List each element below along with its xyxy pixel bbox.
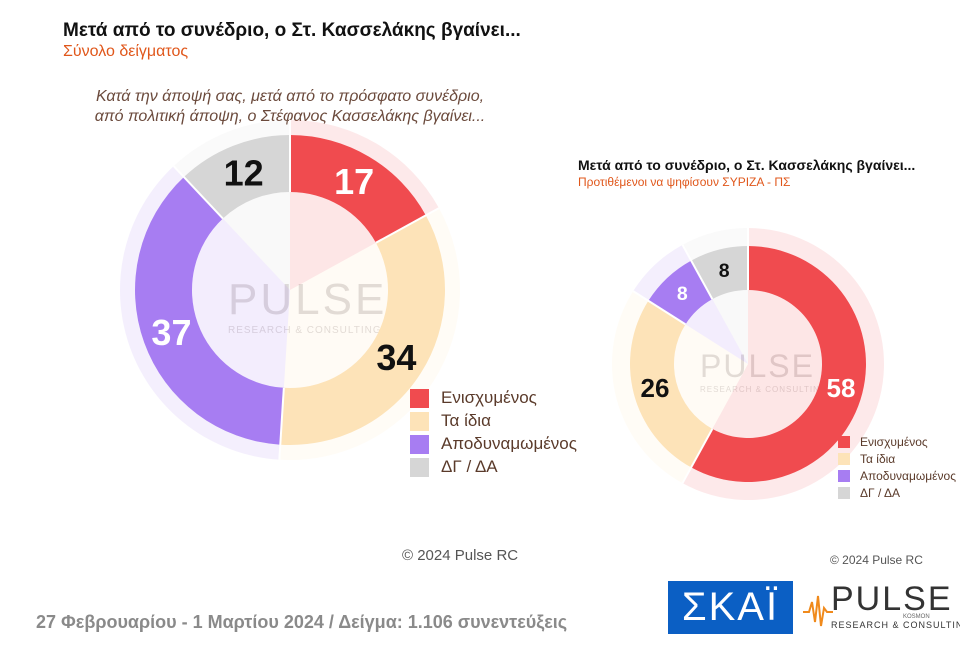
legend-swatch bbox=[410, 457, 429, 477]
pulse-logo: PULSE KOSMON RESEARCH & CONSULTING bbox=[803, 580, 960, 638]
chart2-separator-1 bbox=[681, 428, 714, 484]
chart2-separator-3 bbox=[681, 244, 714, 300]
pulse-logo-name: PULSE bbox=[831, 580, 953, 618]
chart1-slice-0 bbox=[290, 135, 426, 243]
legend-label: Αποδυναμωμένος bbox=[441, 434, 577, 453]
chart2-halo-2 bbox=[633, 244, 692, 301]
chart1-slice-3 bbox=[183, 135, 290, 219]
legend-swatch bbox=[838, 453, 850, 465]
chart1-title: Μετά από το συνέδριο, ο Στ. Κασσελάκης β… bbox=[63, 20, 521, 41]
chart1-question: Κατά την άποψή σας, μετά από το πρόσφατο… bbox=[60, 87, 520, 127]
chart1-legend-item: ΔΓ / ΔΑ bbox=[410, 457, 498, 477]
pulse-logo-kosmon: KOSMON bbox=[903, 614, 930, 620]
chart1-question-line1: Κατά την άποψή σας, μετά από το πρόσφατο… bbox=[95, 88, 485, 105]
chart2-data-label-1: 26 bbox=[641, 373, 670, 403]
chart2-data-label-3: 8 bbox=[719, 260, 730, 282]
chart2-donut: 58 26 8 8 bbox=[612, 228, 884, 500]
chart2-legend-item: Αποδυναμωμένος bbox=[838, 469, 956, 483]
chart2-slice-1 bbox=[630, 300, 713, 468]
copyright-large: © 2024 Pulse RC bbox=[402, 547, 519, 564]
watermark-1: PULSE RESEARCH & CONSULTING bbox=[228, 275, 387, 336]
chart2-halo-3 bbox=[682, 228, 748, 261]
legend-swatch bbox=[410, 411, 429, 431]
chart1-halo-0 bbox=[290, 120, 439, 216]
footer-survey-info: 27 Φεβρουαρίου - 1 Μαρτίου 2024 / Δείγμα… bbox=[36, 612, 568, 632]
watermark-1-name: PULSE bbox=[228, 275, 388, 324]
chart2-legend-item: ΔΓ / ΔΑ bbox=[838, 486, 900, 500]
chart2-legend-item: Τα ίδια bbox=[838, 452, 895, 466]
chart1-slice-1 bbox=[280, 215, 445, 445]
chart2-slice-2 bbox=[648, 260, 713, 325]
chart2-subtitle: Προτιθέμενοι να ψηφίσουν ΣΥΡΙΖΑ - ΠΣ bbox=[578, 175, 791, 189]
legend-label: Αποδυναμωμένος bbox=[860, 469, 956, 483]
watermark-2: PULSE RESEARCH & CONSULTING bbox=[700, 348, 827, 394]
legend-label: ΔΓ / ΔΑ bbox=[441, 457, 498, 476]
chart2-inner-1 bbox=[674, 324, 748, 429]
chart2-data-label-0: 58 bbox=[827, 373, 856, 403]
chart2-legend-item: Ενισχυμένος bbox=[838, 435, 928, 449]
copyright-small: © 2024 Pulse RC bbox=[830, 553, 923, 567]
chart1-inner-0 bbox=[290, 192, 376, 290]
chart1-legend-item: Τα ίδια bbox=[410, 411, 491, 431]
pulse-wave-icon bbox=[803, 595, 833, 627]
legend-label: Ενισχυμένος bbox=[441, 388, 537, 407]
chart2-title: Μετά από το συνέδριο, ο Στ. Κασσελάκης β… bbox=[578, 157, 916, 173]
legend-swatch bbox=[838, 470, 850, 482]
chart1-halo-3 bbox=[173, 120, 290, 178]
legend-label: ΔΓ / ΔΑ bbox=[860, 486, 900, 500]
chart2-slice-0 bbox=[691, 246, 866, 482]
chart1-inner-3 bbox=[222, 192, 290, 290]
watermark-2-sub: RESEARCH & CONSULTING bbox=[700, 385, 828, 394]
chart1-slice-2 bbox=[134, 177, 284, 445]
chart1-data-label-0: 17 bbox=[334, 161, 374, 202]
chart2-halo-1 bbox=[612, 291, 692, 484]
chart1-data-label-3: 12 bbox=[224, 152, 264, 193]
watermark-2-name: PULSE bbox=[700, 348, 815, 384]
chart1-separator-3 bbox=[172, 165, 224, 220]
chart1-inner-2 bbox=[192, 218, 290, 388]
chart2-inner-3 bbox=[712, 290, 748, 364]
chart1-question-line2: από πολιτική άποψη, ο Στέφανος Κασσελάκη… bbox=[94, 108, 486, 125]
legend-label: Τα ίδια bbox=[441, 411, 491, 430]
chart1-legend-item: Αποδυναμωμένος bbox=[410, 434, 577, 454]
chart1-separator-2 bbox=[278, 387, 285, 460]
watermark-1-sub: RESEARCH & CONSULTING bbox=[228, 325, 382, 336]
legend-label: Τα ίδια bbox=[860, 452, 896, 466]
chart1-subtitle: Σύνολο δείγματος bbox=[63, 43, 189, 60]
pulse-logo-sub: RESEARCH & CONSULTING bbox=[831, 620, 960, 630]
legend-label: Ενισχυμένος bbox=[860, 435, 928, 449]
legend-swatch bbox=[838, 487, 850, 499]
chart2-inner-2 bbox=[685, 299, 748, 364]
chart1-halo-2 bbox=[119, 166, 281, 460]
chart1-data-label-2: 37 bbox=[151, 312, 191, 353]
chart2-data-label-2: 8 bbox=[677, 283, 688, 305]
chart1-legend-item: Ενισχυμένος bbox=[410, 388, 537, 408]
legend-swatch bbox=[410, 434, 429, 454]
legend-swatch bbox=[838, 436, 850, 448]
chart1-donut: 17 34 37 12 bbox=[119, 120, 460, 460]
skai-logo: ΣΚΑΪ bbox=[668, 581, 793, 634]
chart2-inner-0 bbox=[712, 290, 822, 439]
chart1-data-label-1: 34 bbox=[376, 337, 416, 378]
chart2-separator-2 bbox=[632, 290, 687, 326]
legend-swatch bbox=[410, 388, 429, 408]
chart1-separator-1 bbox=[375, 207, 440, 244]
chart1-inner-1 bbox=[283, 242, 388, 388]
